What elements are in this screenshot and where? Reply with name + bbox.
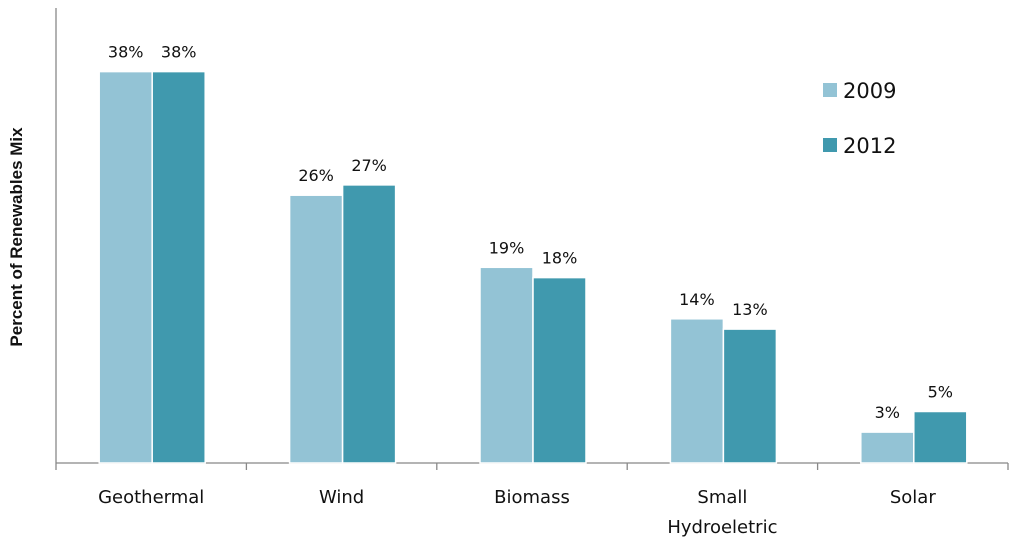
data-label-biomass-2009: 19%: [489, 238, 525, 257]
bar-biomass-2012: [532, 276, 587, 464]
data-label-solar-2009: 3%: [875, 403, 900, 422]
data-label-small-hydroeletric-2012: 13%: [732, 300, 768, 319]
bar-geothermal-2012: [151, 70, 206, 464]
legend-label-2009: 2009: [843, 79, 896, 103]
legend-swatch-2012: [823, 138, 837, 152]
legend: 2009 2012: [823, 79, 896, 158]
data-label-solar-2012: 5%: [928, 383, 953, 402]
data-label-geothermal-2009: 38%: [108, 43, 144, 62]
legend-label-2012: 2012: [843, 134, 896, 158]
legend-swatch-2009: [823, 83, 837, 97]
bar-wind-2009: [288, 194, 344, 464]
bar-wind-2012: [341, 184, 397, 464]
bar-solar-2012: [913, 410, 968, 464]
bar-geothermal-2009: [98, 70, 153, 464]
data-label-wind-2009: 26%: [298, 166, 334, 185]
category-label-wind: Wind: [319, 487, 364, 508]
bar-small-hydroeletric-2012: [722, 328, 778, 464]
category-label-small-hydroeletric: Small Hydroeletric: [667, 487, 777, 538]
x-ticks-group: [55, 463, 1009, 470]
y-axis-label: Percent of Renewables Mix: [7, 127, 26, 347]
bars-group: [98, 70, 968, 464]
bar-biomass-2009: [479, 266, 534, 464]
category-labels-group: Geothermal Wind Biomass Small Hydroeletric So…: [98, 487, 936, 538]
category-label-biomass: Biomass: [494, 487, 570, 508]
data-label-geothermal-2012: 38%: [161, 43, 197, 62]
category-label-solar: Solar: [890, 487, 936, 508]
data-label-small-hydroeletric-2009: 14%: [679, 290, 715, 309]
category-label-geothermal: Geothermal: [98, 487, 204, 508]
data-label-wind-2012: 27%: [351, 156, 387, 175]
bar-small-hydroeletric-2009: [669, 318, 725, 464]
bar-solar-2009: [860, 431, 915, 464]
data-labels-group: 38% 38% 26% 27% 19% 18% 14% 13% 3% 5%: [108, 43, 953, 423]
data-label-biomass-2012: 18%: [542, 249, 578, 268]
